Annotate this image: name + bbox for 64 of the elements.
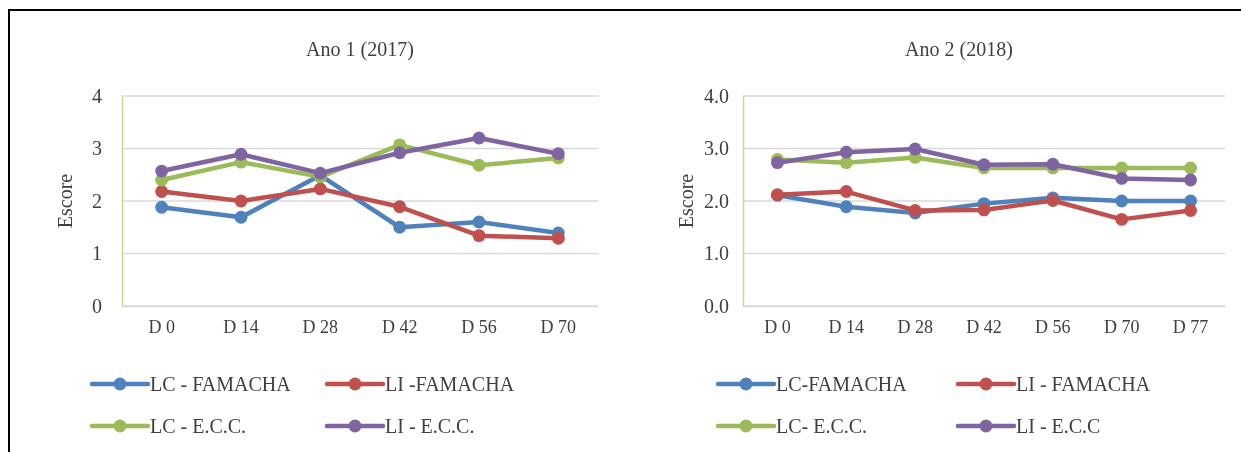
legend-label: LC - E.C.C. (150, 415, 247, 437)
legend-label: LC - FAMACHA (150, 373, 292, 395)
y-tick-label: 0 (92, 294, 102, 317)
y-tick-label: 3 (92, 137, 102, 160)
point (908, 142, 922, 156)
legend-label: LI - E.C.C (1016, 415, 1101, 437)
legend-label: LI -FAMACHA (385, 373, 515, 395)
point (472, 131, 486, 145)
y-tick-label: 2.0 (704, 189, 729, 212)
point (393, 146, 407, 160)
point (551, 147, 565, 161)
x-tick-label: D 42 (381, 316, 418, 337)
legend-label: LC-FAMACHA (776, 373, 908, 395)
point (1115, 172, 1129, 185)
x-tick-label: D 14 (828, 316, 865, 337)
point (839, 145, 853, 159)
y-tick-label: 4.0 (704, 84, 729, 107)
point (234, 194, 248, 208)
point (472, 215, 486, 229)
x-tick-label: D 28 (897, 316, 933, 337)
x-tick-label: D 0 (764, 316, 791, 337)
point (1184, 204, 1197, 217)
point (1115, 212, 1129, 226)
x-tick-label: D 56 (461, 316, 497, 337)
x-tick-label: D 0 (148, 316, 175, 337)
y-axis-title: Escore (675, 173, 697, 229)
y-axis-title: Escore (54, 173, 76, 229)
x-tick-label: D 56 (1035, 316, 1071, 337)
point (472, 158, 486, 172)
point (313, 182, 327, 196)
chart-title: Ano 1 (2017) (306, 38, 414, 61)
y-tick-label: 4 (92, 84, 102, 107)
point (1115, 194, 1129, 208)
point (551, 231, 565, 245)
y-tick-label: 1.0 (704, 242, 729, 265)
point (839, 185, 853, 198)
legend-label: LI - FAMACHA (1016, 373, 1151, 395)
x-tick-label: D 42 (966, 316, 1002, 337)
y-tick-label: 0.0 (704, 294, 729, 317)
x-tick-label: D 14 (223, 316, 259, 337)
x-tick-label: D 70 (540, 316, 577, 337)
point (393, 220, 407, 234)
point (977, 203, 991, 217)
y-tick-label: 1 (92, 242, 102, 265)
point (155, 200, 169, 214)
point (393, 200, 407, 214)
point (472, 229, 486, 243)
point (839, 200, 853, 214)
legend-label: LC- E.C.C. (776, 415, 868, 437)
legend-label: LI - E.C.C. (385, 415, 475, 437)
y-tick-label: 2 (92, 189, 102, 212)
point (234, 147, 248, 161)
x-tick-label: D 28 (302, 316, 339, 337)
point (1184, 161, 1197, 175)
point (1184, 173, 1197, 187)
point (155, 164, 169, 178)
x-tick-label: D 77 (1172, 316, 1209, 337)
x-tick-label: D 70 (1103, 316, 1140, 337)
point (234, 210, 248, 224)
point (1046, 157, 1060, 171)
point (155, 185, 169, 198)
y-tick-label: 3.0 (704, 137, 729, 160)
point (771, 156, 784, 170)
chart-title: Ano 2 (2018) (905, 38, 1013, 61)
